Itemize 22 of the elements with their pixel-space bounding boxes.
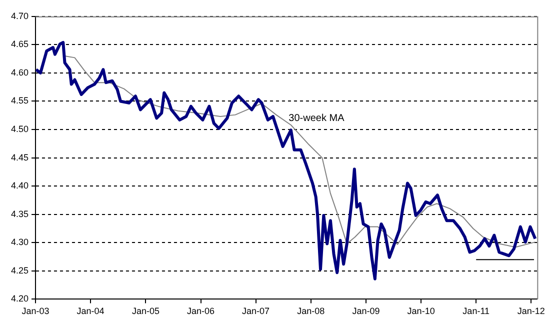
x-tick-label: Jan-03	[22, 306, 50, 316]
y-tick-label: 4.35	[10, 208, 29, 219]
x-tick-label: Jan-09	[352, 306, 380, 316]
annotation: 30-week MA	[288, 112, 345, 124]
y-tick-label: 4.25	[10, 265, 29, 276]
y-tick-label: 4.70	[10, 10, 29, 21]
y-tick-label: 4.30	[10, 237, 29, 248]
x-tick-label: Jan-04	[76, 306, 104, 316]
y-tick-label: 4.60	[10, 67, 29, 78]
x-tick-label: Jan-07	[242, 306, 270, 316]
x-tick-label: Jan-10	[407, 306, 435, 316]
y-tick-label: 4.50	[10, 124, 29, 134]
x-tick-label: Jan-12	[517, 306, 545, 316]
y-tick-label: 4.45	[10, 152, 29, 162]
y-tick-label: 4.40	[10, 180, 29, 191]
y-tick-label: 4.55	[10, 96, 29, 106]
x-tick-label: Jan-08	[297, 306, 325, 316]
y-tick-label: 4.20	[10, 294, 29, 304]
x-tick-label: Jan-11	[462, 306, 490, 316]
x-tick-label: Jan-05	[132, 306, 160, 316]
y-tick-label: 4.65	[10, 39, 29, 50]
x-tick-label: Jan-06	[187, 306, 215, 316]
